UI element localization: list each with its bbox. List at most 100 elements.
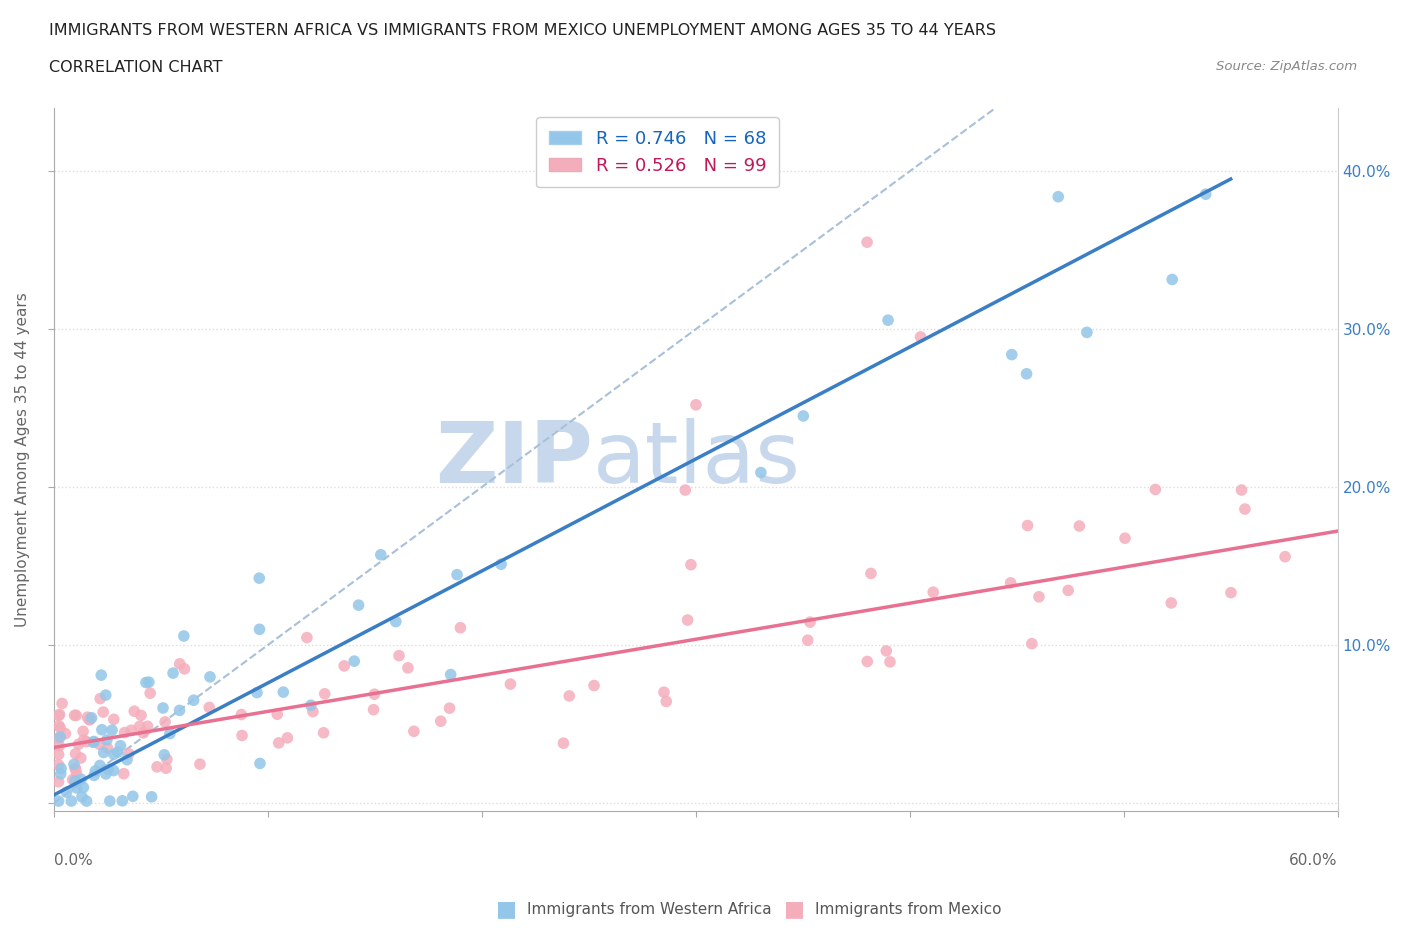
Point bbox=[922, 585, 945, 600]
Point bbox=[856, 234, 879, 249]
Point bbox=[1274, 550, 1296, 565]
Text: Immigrants from Western Africa: Immigrants from Western Africa bbox=[527, 902, 772, 917]
Point bbox=[75, 735, 97, 750]
Point bbox=[129, 708, 152, 723]
Point bbox=[173, 629, 195, 644]
Point bbox=[676, 613, 699, 628]
Point bbox=[49, 721, 72, 736]
Point bbox=[62, 772, 84, 787]
Text: ZIP: ZIP bbox=[436, 418, 593, 500]
Point bbox=[363, 686, 385, 701]
Point bbox=[73, 733, 96, 748]
Point bbox=[48, 731, 70, 746]
Point bbox=[267, 736, 290, 751]
Point bbox=[63, 708, 86, 723]
Point bbox=[112, 766, 135, 781]
Point bbox=[63, 774, 86, 789]
Point bbox=[69, 751, 91, 765]
Point bbox=[141, 790, 163, 804]
Point bbox=[94, 687, 117, 702]
Point bbox=[65, 761, 87, 776]
Point bbox=[388, 648, 411, 663]
Point bbox=[118, 747, 141, 762]
Text: 60.0%: 60.0% bbox=[1289, 853, 1337, 868]
Point bbox=[312, 725, 335, 740]
Point bbox=[67, 737, 90, 751]
Point bbox=[65, 708, 87, 723]
Point bbox=[188, 757, 211, 772]
Point bbox=[1076, 325, 1098, 339]
Point bbox=[124, 704, 146, 719]
Text: atlas: atlas bbox=[593, 418, 801, 500]
Point bbox=[249, 622, 271, 637]
Point bbox=[266, 707, 288, 722]
Point bbox=[553, 736, 575, 751]
Point bbox=[875, 644, 897, 658]
Text: Immigrants from Mexico: Immigrants from Mexico bbox=[815, 902, 1002, 917]
Point bbox=[1021, 636, 1043, 651]
Point bbox=[146, 760, 169, 775]
Point bbox=[169, 657, 191, 671]
Point bbox=[121, 789, 143, 804]
Point bbox=[80, 711, 103, 725]
Point bbox=[91, 705, 114, 720]
Point bbox=[93, 745, 115, 760]
Point bbox=[51, 696, 73, 711]
Point bbox=[246, 685, 269, 700]
Point bbox=[859, 566, 882, 581]
Point bbox=[70, 790, 93, 804]
Point bbox=[295, 631, 318, 645]
Point bbox=[89, 691, 111, 706]
Point bbox=[48, 775, 70, 790]
Point bbox=[1001, 347, 1024, 362]
Point bbox=[363, 702, 385, 717]
Point bbox=[877, 312, 900, 327]
Text: ■: ■ bbox=[496, 899, 516, 920]
Point bbox=[76, 793, 98, 808]
Point bbox=[685, 397, 707, 412]
Point bbox=[55, 726, 77, 741]
Point bbox=[1195, 187, 1218, 202]
Text: 0.0%: 0.0% bbox=[55, 853, 93, 868]
Point bbox=[132, 725, 155, 740]
Point bbox=[249, 756, 271, 771]
Point bbox=[343, 654, 366, 669]
Point bbox=[1160, 595, 1182, 610]
Point bbox=[1047, 190, 1070, 205]
Point bbox=[1230, 483, 1253, 498]
Point bbox=[120, 723, 142, 737]
Point bbox=[89, 758, 111, 773]
Point bbox=[153, 748, 176, 763]
Point bbox=[558, 688, 581, 703]
Y-axis label: Unemployment Among Ages 35 to 44 years: Unemployment Among Ages 35 to 44 years bbox=[15, 292, 30, 627]
Point bbox=[333, 658, 356, 673]
Point bbox=[302, 704, 325, 719]
Point bbox=[138, 674, 160, 689]
Point bbox=[111, 793, 134, 808]
Point bbox=[162, 666, 184, 681]
Point bbox=[1017, 518, 1039, 533]
Point bbox=[169, 703, 191, 718]
Point bbox=[1161, 272, 1184, 286]
Point bbox=[446, 567, 468, 582]
Point bbox=[797, 632, 820, 647]
Point bbox=[159, 726, 181, 741]
Point bbox=[489, 557, 512, 572]
Point bbox=[152, 700, 174, 715]
Point bbox=[231, 707, 253, 722]
Point bbox=[48, 718, 70, 733]
Point bbox=[103, 764, 125, 778]
Point bbox=[48, 757, 70, 772]
Text: IMMIGRANTS FROM WESTERN AFRICA VS IMMIGRANTS FROM MEXICO UNEMPLOYMENT AMONG AGES: IMMIGRANTS FROM WESTERN AFRICA VS IMMIGR… bbox=[49, 23, 997, 38]
Point bbox=[49, 766, 72, 781]
Point bbox=[1114, 531, 1136, 546]
Point bbox=[856, 654, 879, 669]
Point bbox=[49, 761, 72, 776]
Point bbox=[110, 738, 132, 753]
Point bbox=[82, 735, 104, 750]
Point bbox=[70, 772, 93, 787]
Point bbox=[77, 712, 100, 727]
Point bbox=[499, 677, 522, 692]
Point bbox=[83, 768, 105, 783]
Point bbox=[679, 557, 702, 572]
